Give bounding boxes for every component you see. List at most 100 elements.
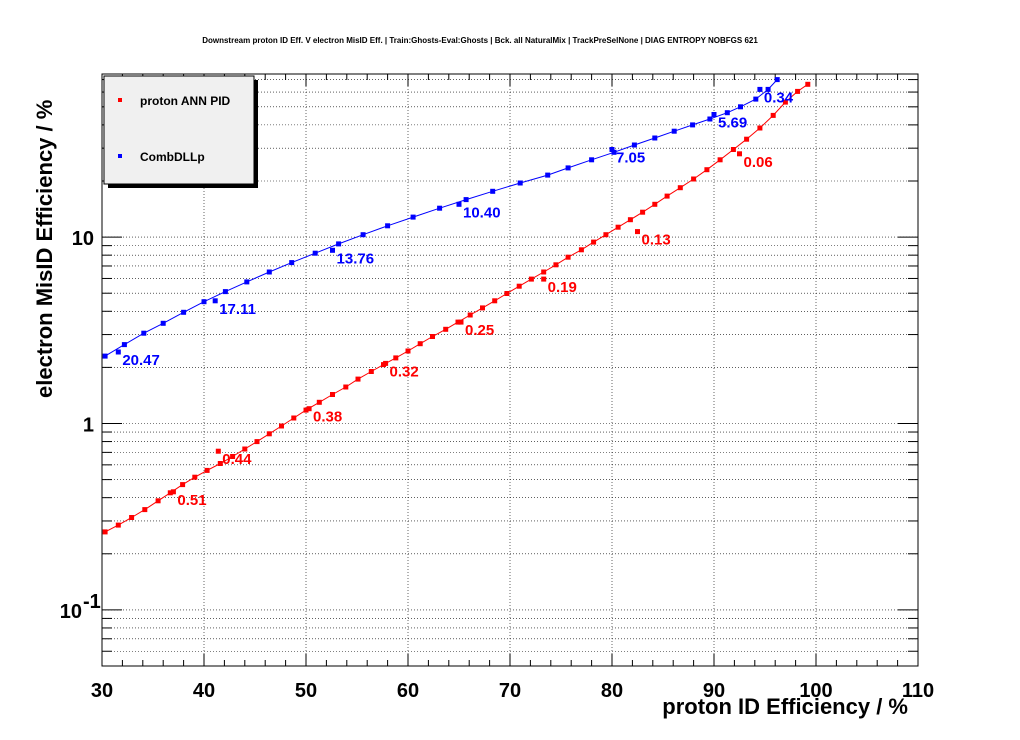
legend-marker-combdllp xyxy=(118,154,122,158)
cut-marker xyxy=(711,112,717,117)
legend-label-combdllp: CombDLLp xyxy=(140,150,205,164)
data-point xyxy=(368,369,374,374)
data-point xyxy=(316,399,322,405)
data-point xyxy=(652,135,658,141)
series-layer xyxy=(102,77,811,535)
data-point xyxy=(774,77,780,83)
data-point xyxy=(591,239,597,245)
data-point xyxy=(480,305,485,311)
data-point xyxy=(615,224,621,230)
cut-marker xyxy=(541,276,547,282)
x-axis-title: proton ID Efficiency / % xyxy=(662,694,908,719)
y-tick-label: 10 xyxy=(60,601,82,623)
data-point xyxy=(627,217,633,223)
data-point xyxy=(652,201,658,207)
cut-labels: 0.51 0.44 0.38 0.32 0.25 0.19 0.13 0.06 20.47 17.… xyxy=(115,86,794,509)
data-point xyxy=(230,454,236,459)
cut-marker xyxy=(757,86,763,92)
data-point xyxy=(707,116,713,122)
x-tick-label: 30 xyxy=(91,680,113,702)
legend-marker-proton-ann-pid xyxy=(118,98,122,102)
data-point xyxy=(611,149,617,155)
data-point xyxy=(640,209,646,215)
data-point xyxy=(266,269,272,275)
data-point xyxy=(805,81,811,87)
data-point xyxy=(336,241,342,247)
data-point xyxy=(545,172,551,178)
data-point xyxy=(603,232,609,238)
data-point xyxy=(631,142,637,148)
data-point xyxy=(160,320,166,326)
cut-label: 20.47 xyxy=(122,352,160,369)
data-point xyxy=(279,423,284,429)
cut-label: 0.06 xyxy=(744,154,773,171)
data-point xyxy=(385,223,391,229)
data-point xyxy=(355,376,361,382)
data-point xyxy=(770,112,776,118)
data-point xyxy=(360,232,366,238)
data-point xyxy=(744,136,750,142)
cut-label: 0.25 xyxy=(465,322,494,339)
data-point xyxy=(517,180,523,186)
cut-marker xyxy=(458,319,464,325)
data-point xyxy=(142,507,148,513)
x-tick-label: 70 xyxy=(499,680,521,702)
data-point xyxy=(393,355,399,361)
x-tick-label: 50 xyxy=(295,680,317,702)
data-point xyxy=(757,125,763,131)
data-point xyxy=(443,326,449,332)
cut-marker xyxy=(330,247,335,253)
data-point xyxy=(765,86,771,92)
cut-label: 0.32 xyxy=(390,363,419,380)
data-point xyxy=(102,529,108,535)
data-point xyxy=(717,157,723,163)
data-point xyxy=(565,165,571,171)
data-point xyxy=(565,254,571,260)
cut-label: 7.05 xyxy=(616,150,645,167)
data-point xyxy=(312,250,318,256)
data-point xyxy=(753,96,759,102)
data-point xyxy=(102,353,108,359)
y-axis-title: electron MisID Efficiency / % xyxy=(32,100,57,398)
data-point xyxy=(492,298,498,304)
data-point xyxy=(664,193,670,199)
x-tick-labels: 30 40 50 60 70 80 90 100 110 xyxy=(91,680,934,702)
data-point xyxy=(417,341,423,347)
data-point xyxy=(180,482,186,488)
cut-marker xyxy=(456,201,462,207)
cut-label: 10.40 xyxy=(463,204,501,221)
cut-marker xyxy=(306,406,312,412)
axis-ticks xyxy=(101,74,919,667)
data-point xyxy=(410,214,416,220)
data-point xyxy=(254,439,260,445)
data-point xyxy=(129,515,135,520)
cut-marker xyxy=(635,229,640,235)
data-point xyxy=(167,490,173,496)
data-point xyxy=(430,334,435,339)
cut-label: 0.13 xyxy=(642,232,671,249)
data-point xyxy=(724,110,730,116)
data-point xyxy=(541,269,547,275)
data-point xyxy=(330,392,335,397)
cut-label: 5.69 xyxy=(718,114,747,131)
data-point xyxy=(463,197,469,203)
cut-label: 0.19 xyxy=(548,279,577,296)
x-tick-label: 110 xyxy=(902,680,934,702)
data-point xyxy=(343,384,349,390)
data-point xyxy=(578,247,584,253)
data-point xyxy=(795,88,801,94)
cut-marker xyxy=(609,147,615,152)
data-point xyxy=(289,260,295,266)
data-point xyxy=(553,262,559,268)
data-point xyxy=(528,276,534,282)
data-point xyxy=(516,283,522,289)
cut-label: 0.34 xyxy=(764,89,794,106)
y-tick-label: 10 xyxy=(72,228,94,250)
data-point xyxy=(691,176,697,182)
data-point xyxy=(671,128,677,134)
data-point xyxy=(181,309,187,315)
data-point xyxy=(490,188,496,194)
data-point xyxy=(504,291,510,296)
data-point xyxy=(244,279,250,285)
